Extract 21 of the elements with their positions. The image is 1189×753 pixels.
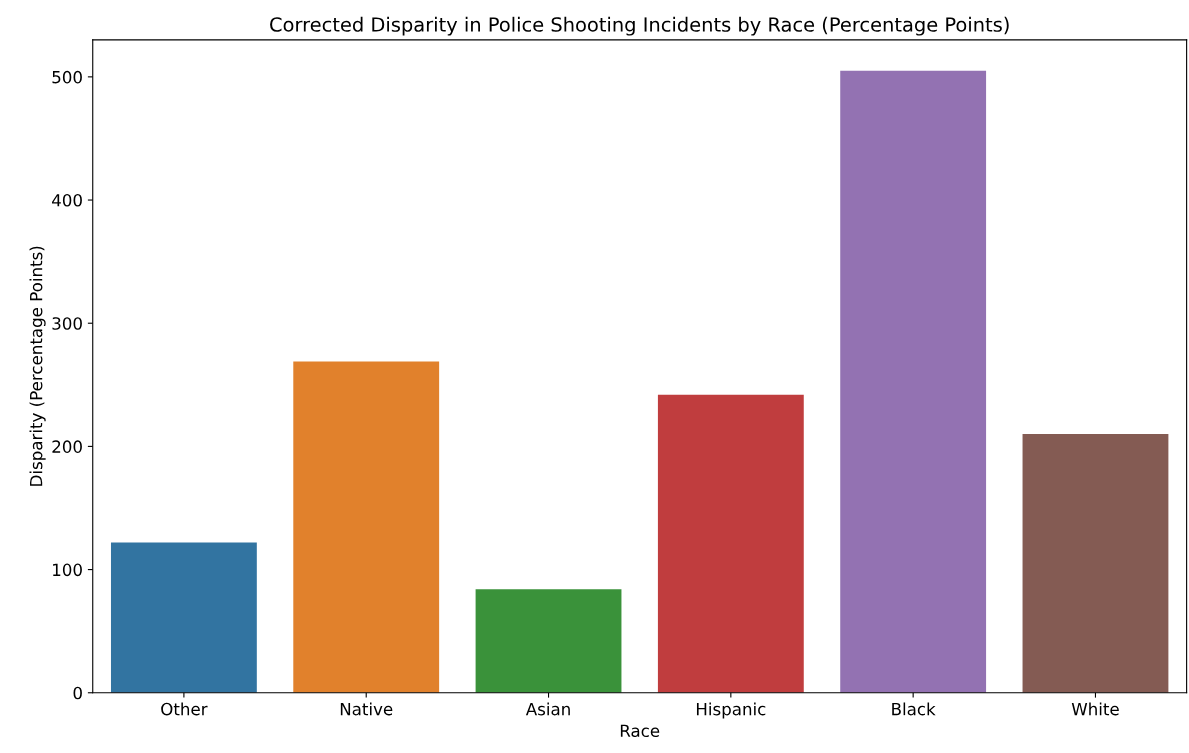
bar (110, 542, 257, 693)
y-tick-label: 100 (53, 563, 82, 577)
bar (293, 361, 440, 693)
x-axis-title: Race (620, 724, 660, 738)
y-tick-label: 400 (52, 194, 82, 207)
y-tick-label: 500 (52, 70, 82, 84)
x-tick-label: Other (161, 702, 208, 716)
chart-title: Corrected Disparity in Police Shooting Incidents by Race (Percentage Points) (270, 16, 1009, 36)
y-axis-title: Disparity (Percentage Points) (29, 246, 46, 486)
x-tick-label: White (1071, 702, 1119, 716)
bar (1022, 434, 1169, 693)
x-tick-label: Hispanic (696, 702, 766, 719)
x-tick-label: Asian (525, 702, 570, 716)
y-tick-label: 200 (52, 440, 82, 453)
bar (475, 589, 622, 693)
bar (840, 70, 987, 693)
x-tick-label: Black (892, 702, 936, 716)
y-tick-label: 300 (52, 317, 82, 330)
x-tick-label: Native (340, 702, 393, 716)
y-tick-label: 0 (73, 686, 82, 700)
bar (657, 394, 804, 693)
